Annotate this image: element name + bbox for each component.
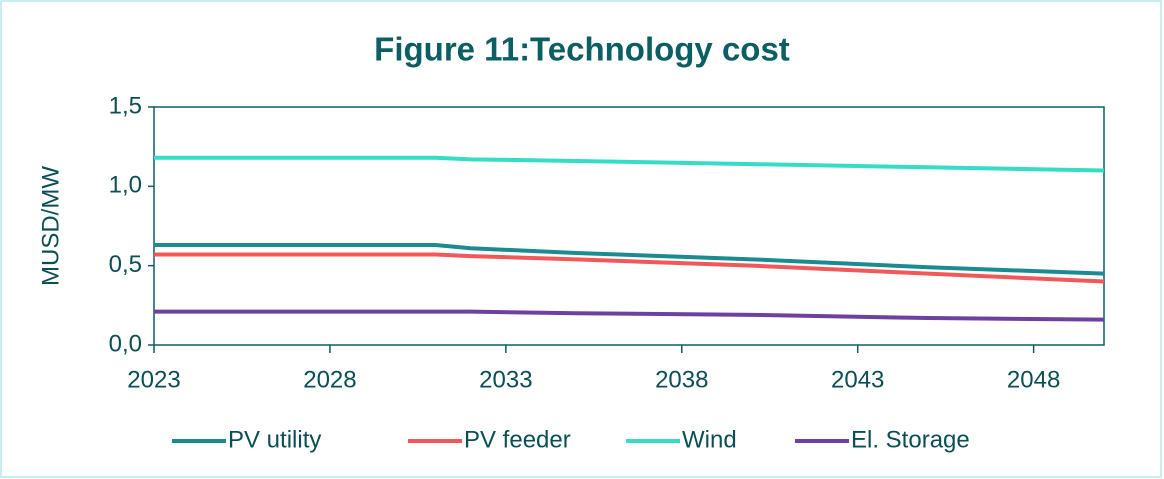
legend-label: PV utility <box>228 426 321 453</box>
x-tick-label: 2043 <box>831 366 884 393</box>
x-tick-label: 2033 <box>479 366 532 393</box>
y-axis-label: MUSD/MW <box>37 166 64 286</box>
legend-label: PV feeder <box>464 426 571 453</box>
series-line <box>154 252 1105 284</box>
y-tick-label: 0,5 <box>109 251 142 278</box>
x-tick-label: 2023 <box>127 366 180 393</box>
x-tick-label: 2028 <box>303 366 356 393</box>
y-tick-label: 0,0 <box>109 330 142 357</box>
series-line <box>154 309 1105 322</box>
legend-label: El. Storage <box>851 426 970 453</box>
chart-title: Figure 11:Technology cost <box>374 31 790 68</box>
x-tick-label: 2038 <box>655 366 708 393</box>
y-tick-label: 1,0 <box>109 172 142 199</box>
series-line <box>154 155 1105 173</box>
x-tick-label: 2048 <box>1007 366 1060 393</box>
series-line <box>154 243 1105 276</box>
legend-label: Wind <box>682 426 737 453</box>
y-tick-label: 1,5 <box>109 92 142 119</box>
plot-area <box>153 106 1105 346</box>
